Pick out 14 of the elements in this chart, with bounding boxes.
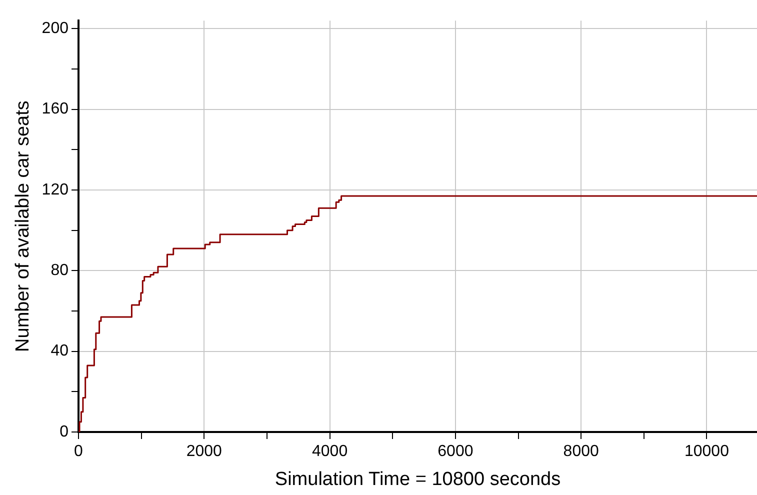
y-tick-label: 40 — [50, 342, 69, 360]
x-tick-label: 4000 — [312, 443, 348, 460]
y-tick-label: 160 — [42, 100, 69, 118]
y-tick-label: 80 — [50, 262, 69, 280]
x-tick-label: 8000 — [563, 443, 599, 460]
x-tick-label: 6000 — [438, 443, 474, 460]
x-axis-title: Simulation Time = 10800 seconds — [274, 468, 561, 490]
y-tick-label: 200 — [42, 20, 69, 38]
x-tick-label: 0 — [74, 443, 84, 460]
y-tick-label: 120 — [42, 181, 69, 198]
y-axis-title: Number of available car seats — [12, 100, 34, 352]
x-tick-label: 2000 — [186, 443, 222, 460]
x-tick-label: 10000 — [684, 443, 730, 460]
y-tick-label: 0 — [60, 423, 69, 440]
